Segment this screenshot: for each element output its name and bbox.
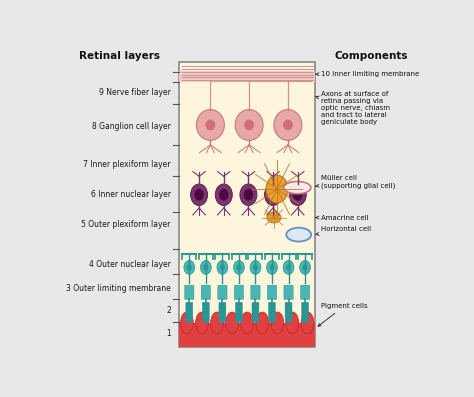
Ellipse shape <box>266 175 288 203</box>
Ellipse shape <box>240 184 257 206</box>
Ellipse shape <box>194 189 204 200</box>
Ellipse shape <box>241 312 254 334</box>
Ellipse shape <box>244 189 253 200</box>
Ellipse shape <box>264 184 282 206</box>
Text: Axons at surface of
retina passing via
optic nerve, chiasm
and tract to lateral
: Axons at surface of retina passing via o… <box>316 91 390 125</box>
Ellipse shape <box>286 264 291 270</box>
FancyBboxPatch shape <box>185 285 194 299</box>
Ellipse shape <box>286 312 299 334</box>
FancyBboxPatch shape <box>218 285 227 299</box>
Ellipse shape <box>293 189 302 200</box>
Ellipse shape <box>283 119 293 130</box>
Text: 4 Outer nuclear layer: 4 Outer nuclear layer <box>89 260 171 269</box>
Ellipse shape <box>215 184 232 206</box>
Ellipse shape <box>217 260 228 274</box>
Text: Components: Components <box>334 51 408 61</box>
FancyBboxPatch shape <box>219 302 226 322</box>
Ellipse shape <box>274 110 302 141</box>
Ellipse shape <box>266 260 277 274</box>
FancyBboxPatch shape <box>202 302 210 322</box>
Ellipse shape <box>196 110 224 141</box>
Ellipse shape <box>244 119 254 130</box>
FancyBboxPatch shape <box>251 285 260 299</box>
Ellipse shape <box>226 312 238 334</box>
FancyBboxPatch shape <box>284 285 293 299</box>
Text: Horizontal cell: Horizontal cell <box>316 226 371 235</box>
Ellipse shape <box>284 181 311 194</box>
Ellipse shape <box>201 260 211 274</box>
Text: Müller cell
(supporting glial cell): Müller cell (supporting glial cell) <box>316 175 396 189</box>
Text: Amacrine cell: Amacrine cell <box>316 214 369 221</box>
Ellipse shape <box>300 260 310 274</box>
Text: 1: 1 <box>166 329 171 338</box>
Text: 8 Ganglion cell layer: 8 Ganglion cell layer <box>92 122 171 131</box>
FancyBboxPatch shape <box>236 302 242 322</box>
Ellipse shape <box>283 260 294 274</box>
Ellipse shape <box>250 260 261 274</box>
FancyBboxPatch shape <box>186 302 193 322</box>
FancyBboxPatch shape <box>301 302 309 322</box>
Text: Pigment cells: Pigment cells <box>318 303 368 326</box>
FancyBboxPatch shape <box>301 285 310 299</box>
Text: 10 Inner limiting membrane: 10 Inner limiting membrane <box>316 71 419 77</box>
FancyBboxPatch shape <box>267 285 277 299</box>
Ellipse shape <box>187 264 192 270</box>
Ellipse shape <box>181 312 193 334</box>
Ellipse shape <box>256 312 269 334</box>
Ellipse shape <box>270 264 274 270</box>
Text: 5 Outer plexiform layer: 5 Outer plexiform layer <box>82 220 171 229</box>
Ellipse shape <box>219 189 228 200</box>
FancyBboxPatch shape <box>285 302 292 322</box>
Text: Retinal layers: Retinal layers <box>79 51 160 61</box>
Ellipse shape <box>286 228 311 241</box>
Ellipse shape <box>271 312 284 334</box>
FancyBboxPatch shape <box>268 302 275 322</box>
FancyBboxPatch shape <box>179 71 315 82</box>
Ellipse shape <box>235 110 263 141</box>
Ellipse shape <box>253 264 258 270</box>
Text: 6 Inner nuclear layer: 6 Inner nuclear layer <box>91 190 171 199</box>
Ellipse shape <box>203 264 208 270</box>
Ellipse shape <box>267 212 281 223</box>
Ellipse shape <box>268 189 278 200</box>
FancyBboxPatch shape <box>234 285 244 299</box>
Ellipse shape <box>289 184 306 206</box>
Ellipse shape <box>196 312 209 334</box>
Text: 7 Inner plexiform layer: 7 Inner plexiform layer <box>83 160 171 170</box>
FancyBboxPatch shape <box>179 62 315 347</box>
Ellipse shape <box>302 264 308 270</box>
Ellipse shape <box>206 119 215 130</box>
Ellipse shape <box>234 260 244 274</box>
Text: 3 Outer limiting membrane: 3 Outer limiting membrane <box>66 284 171 293</box>
FancyBboxPatch shape <box>201 285 210 299</box>
Ellipse shape <box>237 264 241 270</box>
FancyBboxPatch shape <box>252 302 259 322</box>
Text: 2: 2 <box>166 306 171 315</box>
Text: 9 Nerve fiber layer: 9 Nerve fiber layer <box>99 88 171 97</box>
Ellipse shape <box>191 184 208 206</box>
Ellipse shape <box>184 260 195 274</box>
Ellipse shape <box>220 264 225 270</box>
Ellipse shape <box>301 312 314 334</box>
Ellipse shape <box>210 312 223 334</box>
FancyBboxPatch shape <box>179 323 315 347</box>
